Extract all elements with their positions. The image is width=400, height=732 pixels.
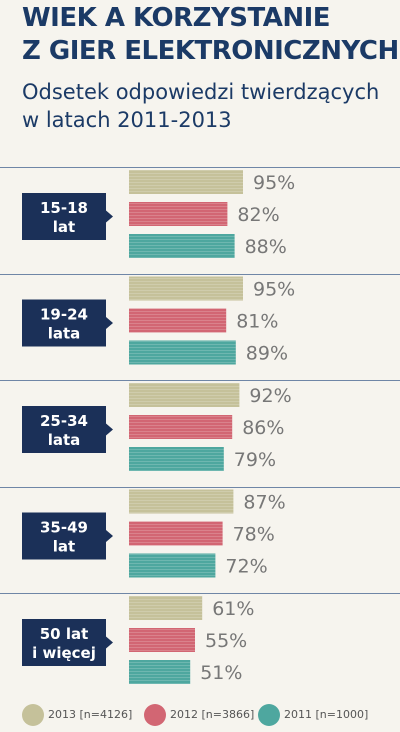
group-label-line: lata bbox=[48, 431, 81, 449]
bar-value-label: 89% bbox=[246, 343, 288, 365]
bar-value-label: 87% bbox=[243, 492, 285, 514]
legend-swatch-2011 bbox=[258, 704, 280, 726]
group-label-pointer bbox=[106, 423, 113, 436]
group-label-line: lata bbox=[48, 325, 81, 343]
bar-texture bbox=[129, 596, 203, 620]
group-label-box bbox=[22, 619, 106, 666]
bar-texture bbox=[129, 447, 224, 471]
bar-chart: 15-18lat95%82%88%19-24lata95%81%89%25-34… bbox=[0, 167, 400, 684]
group-label-line: lat bbox=[53, 538, 75, 556]
bar-value-label: 86% bbox=[242, 417, 284, 439]
bar-texture bbox=[129, 383, 240, 407]
bar-texture bbox=[129, 553, 216, 578]
legend-swatch-2012 bbox=[144, 704, 166, 726]
group-label-pointer bbox=[106, 636, 113, 649]
subtitle-line-2: w latach 2011-2013 bbox=[22, 108, 232, 132]
bar-texture bbox=[129, 308, 227, 333]
bar-value-label: 92% bbox=[249, 385, 291, 407]
bar-value-label: 72% bbox=[225, 556, 267, 578]
group-label-box bbox=[22, 512, 106, 560]
bar-texture bbox=[129, 660, 191, 684]
bar-value-label: 95% bbox=[253, 172, 295, 194]
bar-texture bbox=[129, 276, 243, 301]
bar-value-label: 95% bbox=[253, 279, 295, 301]
bar-texture bbox=[129, 234, 235, 258]
chart-subtitle: Odsetek odpowiedzi twierdzących w latach … bbox=[22, 78, 379, 134]
bar-value-label: 81% bbox=[236, 311, 278, 333]
bar-texture bbox=[129, 628, 195, 652]
legend: 2013 [n=4126] 2012 [n=3866] 2011 [n=1000… bbox=[22, 703, 392, 727]
bar-value-label: 78% bbox=[233, 524, 275, 546]
group-label-pointer bbox=[106, 317, 113, 329]
group-label-line: 35-49 bbox=[40, 519, 88, 537]
bar-value-label: 51% bbox=[200, 662, 242, 684]
bar-texture bbox=[129, 170, 243, 194]
legend-label-2013: 2013 [n=4126] bbox=[48, 708, 133, 721]
group-label-box bbox=[22, 299, 106, 347]
group-label-line: 25-34 bbox=[40, 412, 88, 430]
bar-value-label: 55% bbox=[205, 630, 247, 652]
group-label-pointer bbox=[106, 210, 113, 223]
group-label-pointer bbox=[106, 530, 113, 542]
title-line-2: Z GIER ELEKTRONICZNYCH bbox=[22, 36, 399, 66]
title-line-1: WIEK A KORZYSTANIE bbox=[22, 3, 331, 33]
bar-texture bbox=[129, 415, 233, 439]
bar-texture bbox=[129, 202, 228, 226]
group-label-line: lat bbox=[53, 218, 75, 236]
subtitle-line-1: Odsetek odpowiedzi twierdzących bbox=[22, 80, 380, 104]
group-label-line: 15-18 bbox=[40, 199, 88, 217]
bar-texture bbox=[129, 521, 223, 546]
bar-value-label: 82% bbox=[237, 204, 279, 226]
group-label-line: i więcej bbox=[32, 644, 96, 662]
bar-value-label: 88% bbox=[245, 236, 287, 258]
group-label-box bbox=[22, 193, 106, 240]
chart-title: WIEK A KORZYSTANIE Z GIER ELEKTRONICZNYCH bbox=[22, 2, 399, 68]
group-label-line: 19-24 bbox=[40, 306, 88, 324]
bar-texture bbox=[129, 489, 234, 514]
bar-value-label: 79% bbox=[234, 449, 276, 471]
legend-label-2011: 2011 [n=1000] bbox=[284, 708, 369, 721]
bar-value-label: 61% bbox=[212, 598, 254, 620]
group-label-box bbox=[22, 406, 106, 453]
legend-label-2012: 2012 [n=3866] bbox=[170, 708, 255, 721]
group-label-line: 50 lat bbox=[40, 625, 89, 643]
bar-texture bbox=[129, 340, 236, 365]
legend-swatch-2013 bbox=[22, 704, 44, 726]
